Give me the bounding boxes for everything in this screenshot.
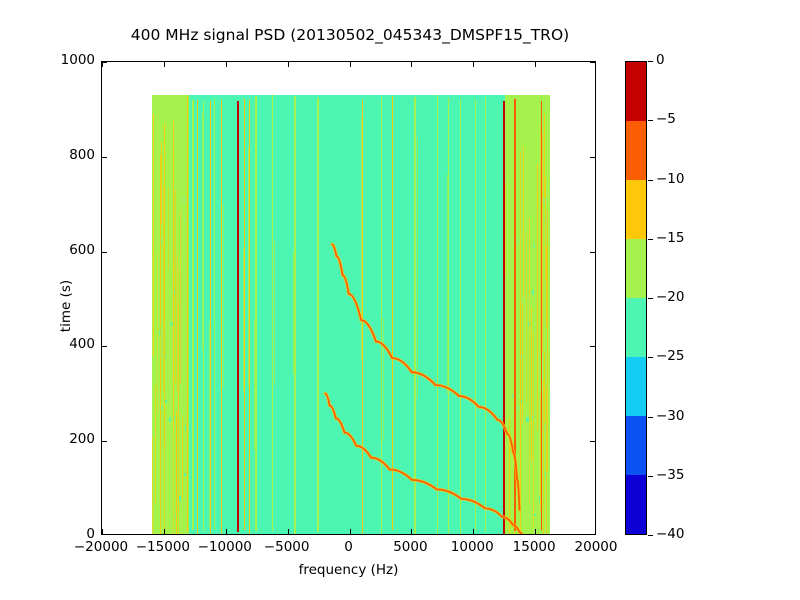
background-layer: [151, 95, 550, 534]
x-tick: [535, 62, 537, 67]
colorbar-tick: [648, 238, 653, 240]
y-tick: [102, 441, 107, 443]
x-tick-label: 15000: [512, 539, 556, 555]
y-tick: [102, 156, 107, 158]
x-tick: [225, 62, 227, 67]
y-tick: [590, 62, 595, 63]
x-tick-label: 20000: [574, 539, 618, 555]
colorbar-band-2: [626, 180, 646, 239]
colorbar-tick: [648, 61, 653, 62]
x-tick: [473, 529, 475, 534]
colorbar: [625, 61, 647, 535]
y-tick: [590, 156, 595, 158]
colorbar-band-4: [626, 298, 646, 357]
colorbar-band-6: [626, 416, 646, 475]
x-tick: [225, 529, 227, 534]
x-tick: [411, 529, 413, 534]
y-tick: [102, 62, 107, 63]
colorbar-tick: [648, 535, 653, 536]
chart-title: 400 MHz signal PSD (20130502_045343_DMSP…: [130, 26, 570, 44]
colorbar-tick: [648, 357, 653, 359]
colorbar-tick: [648, 179, 653, 181]
carrier-lines-layer: [152, 95, 550, 534]
x-tick: [287, 62, 289, 67]
x-tick-label: 0: [344, 539, 353, 555]
x-tick: [287, 529, 289, 534]
doppler-tracks-layer: [323, 242, 523, 534]
x-axis-title: frequency (Hz): [298, 562, 399, 578]
y-tick: [590, 346, 595, 348]
colorbar-band-5: [626, 357, 646, 416]
x-tick: [473, 62, 475, 67]
y-tick: [590, 441, 595, 443]
colorbar-band-1: [626, 121, 646, 180]
y-tick: [590, 251, 595, 253]
plot-axes: [101, 61, 596, 535]
colorbar-tick: [648, 416, 653, 418]
y-tick: [102, 346, 107, 348]
colorbar-tick: [648, 298, 653, 299]
spectrogram-image: [151, 95, 550, 534]
x-tick: [349, 529, 351, 534]
x-tick: [163, 529, 165, 534]
colorbar-band-3: [626, 239, 646, 298]
x-tick-label: 5000: [393, 539, 428, 555]
x-tick: [163, 62, 165, 67]
x-tick: [102, 529, 103, 534]
x-tick-label: −10000: [197, 539, 252, 555]
y-tick: [102, 251, 107, 253]
colorbar-band-7: [626, 475, 646, 534]
x-tick: [102, 62, 103, 67]
noise-band-layer: [151, 95, 550, 534]
x-tick-label: −20000: [73, 539, 129, 555]
x-tick: [411, 62, 413, 67]
x-tick-label: −15000: [135, 539, 191, 555]
x-tick-label: 10000: [450, 539, 494, 555]
x-tick-label: −5000: [263, 539, 310, 555]
x-tick: [349, 62, 351, 67]
colorbar-band-0: [626, 62, 646, 121]
colorbar-tick: [648, 475, 653, 477]
x-tick: [535, 529, 537, 534]
colorbar-tick: [648, 120, 653, 122]
